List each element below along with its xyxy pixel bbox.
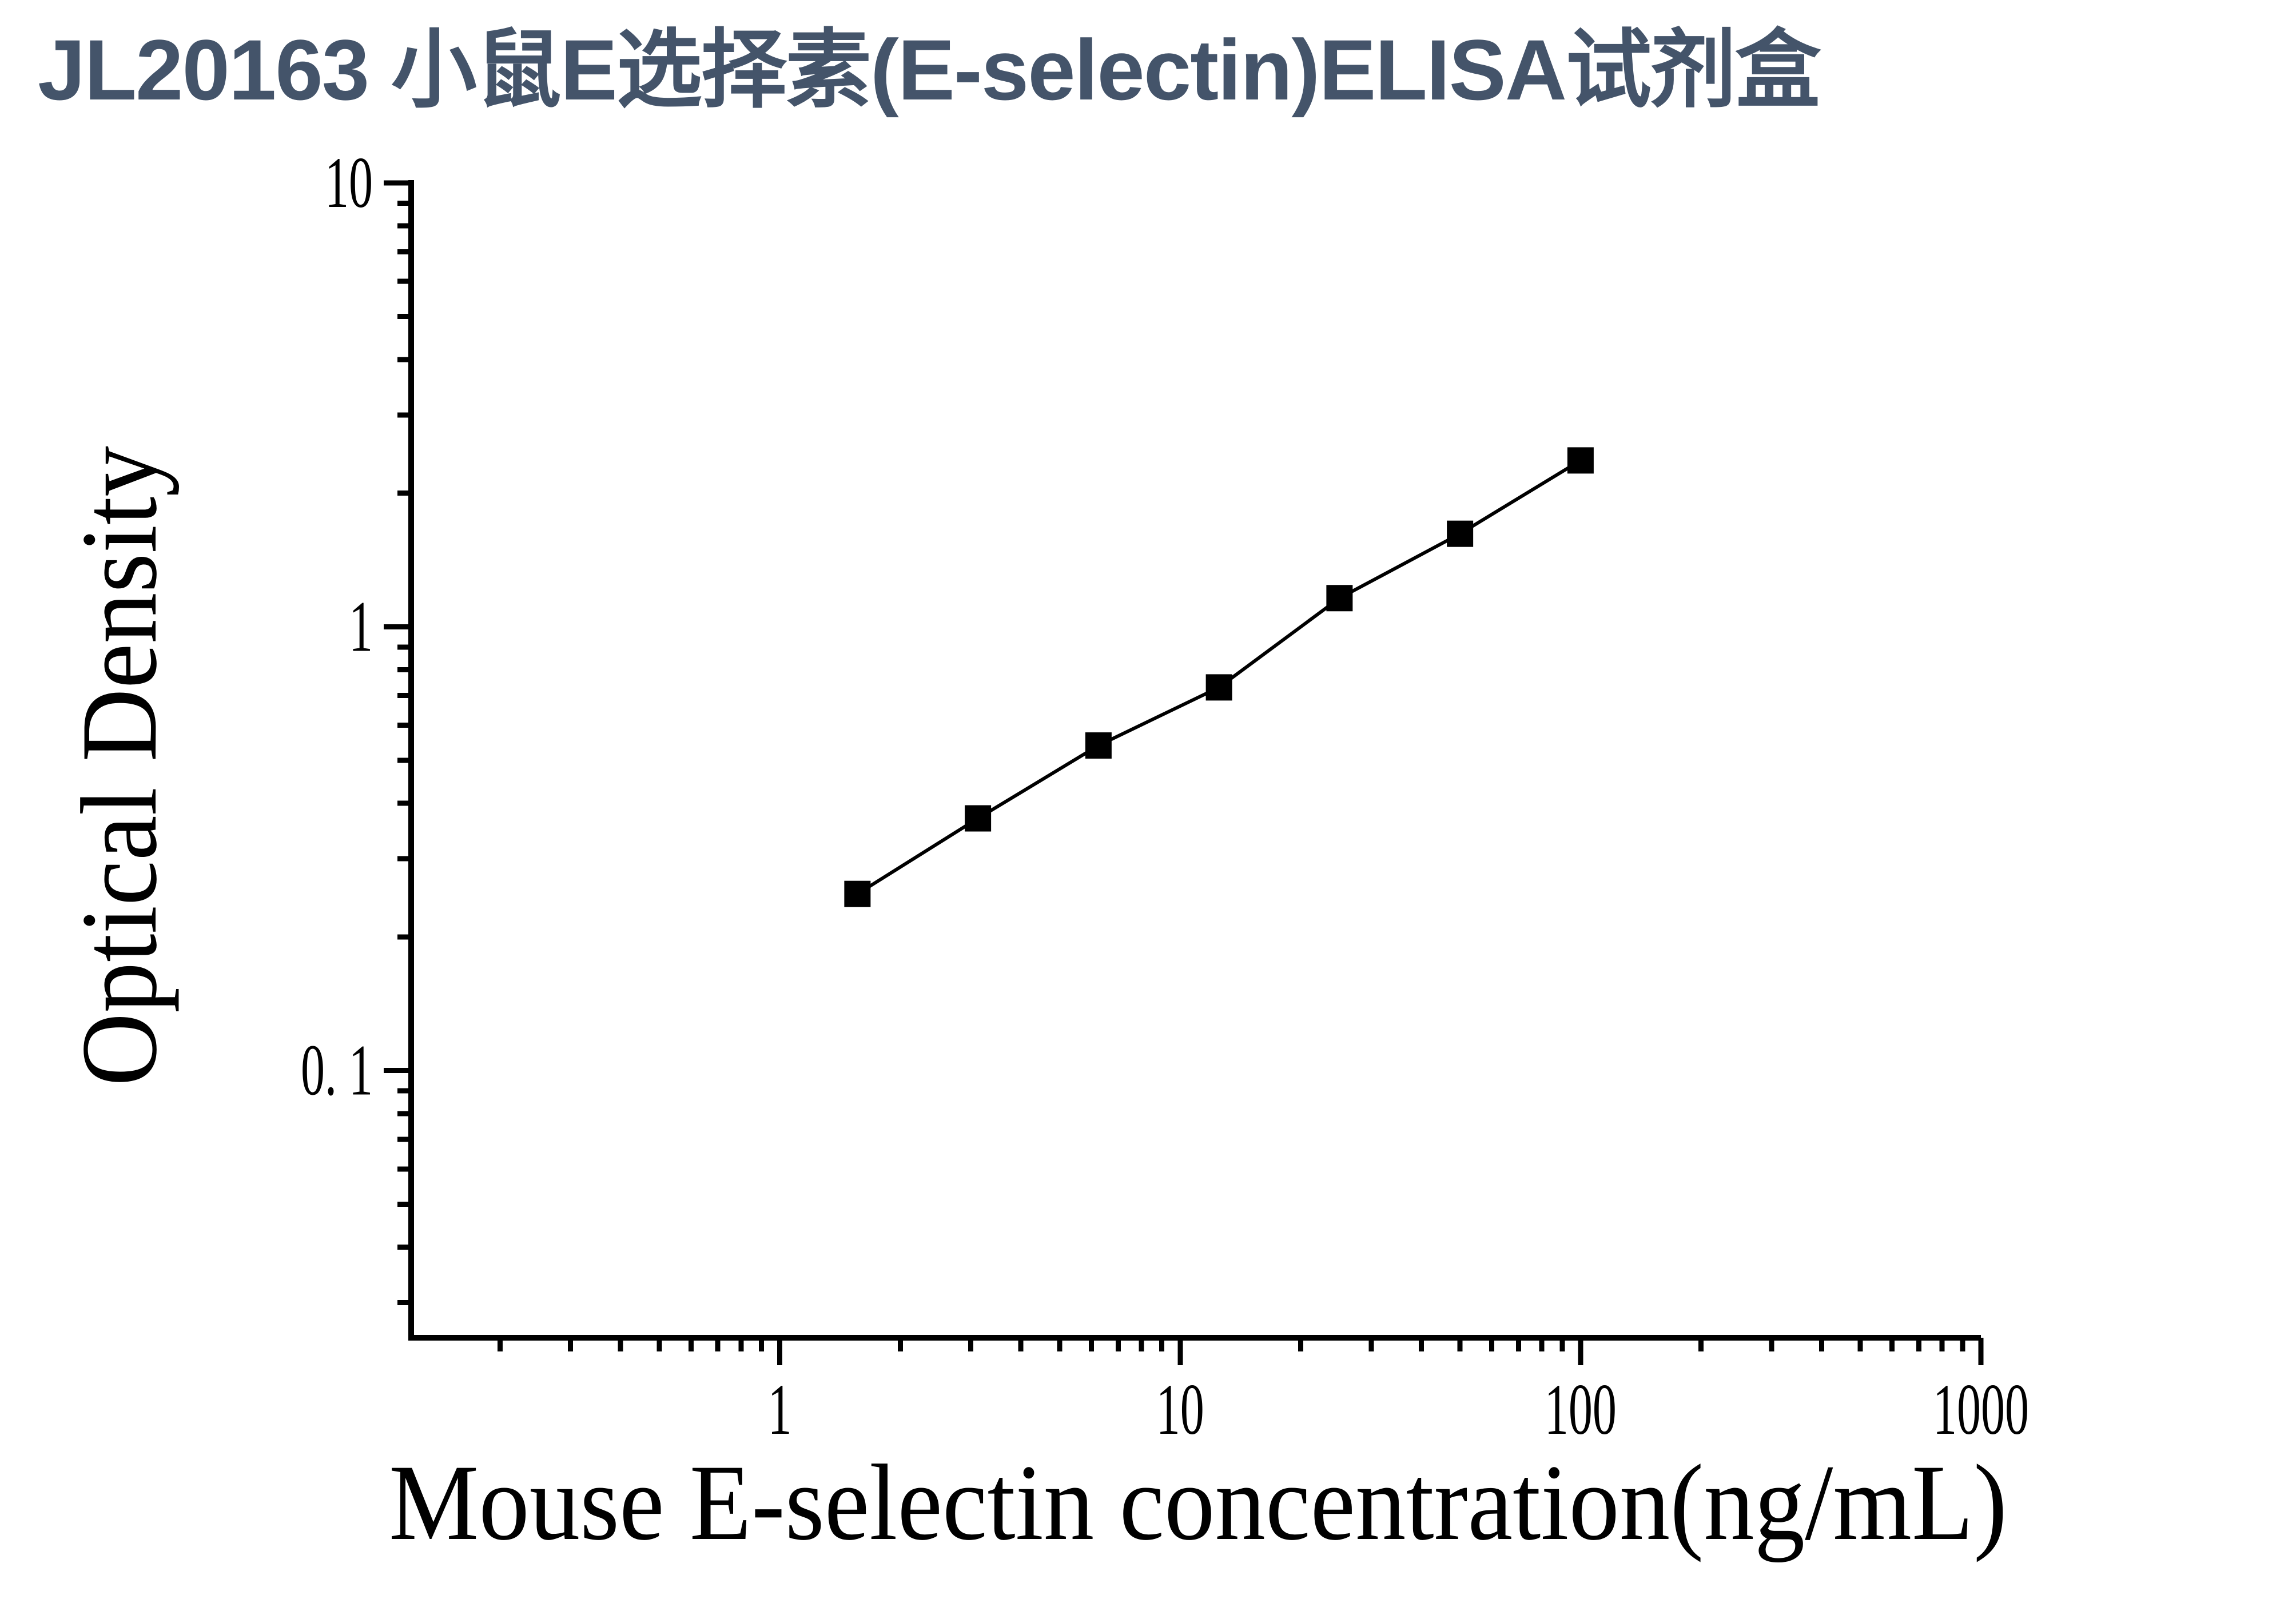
data-point-marker — [1447, 520, 1474, 547]
plot-layer — [844, 447, 1594, 907]
y-tick-label: 10 — [325, 143, 373, 223]
axes-layer: 1 10 100 1000 10 1 0. 1 — [301, 143, 2029, 1450]
x-tick-label: 1 — [768, 1370, 792, 1450]
x-tick-label: 100 — [1545, 1370, 1617, 1450]
data-point-marker — [1567, 447, 1594, 474]
y-tick-label: 1 — [349, 587, 373, 667]
x-tick-label: 10 — [1156, 1370, 1204, 1450]
page-title: JL20163 小鼠E选择素(E-selectin)ELISA试剂盒 — [38, 22, 1821, 118]
data-point-marker — [965, 805, 992, 832]
axes-spine — [408, 180, 1981, 1341]
y-axis-title: Optical Density — [59, 446, 180, 1086]
data-point-marker — [844, 880, 871, 907]
x-tick-label: 1000 — [1933, 1370, 2029, 1450]
x-axis-title: Mouse E-selectin concentration(ng/mL) — [389, 1443, 2007, 1563]
data-point-marker — [1326, 585, 1353, 612]
y-tick-label: 0. 1 — [301, 1031, 373, 1111]
data-point-marker — [1205, 674, 1232, 701]
data-point-marker — [1085, 732, 1112, 759]
